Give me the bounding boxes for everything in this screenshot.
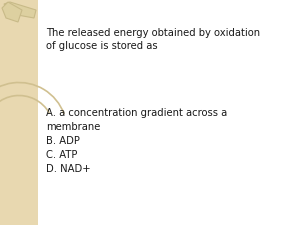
- Bar: [0, 0, 38, 225]
- Text: The released energy obtained by oxidation
of glucose is stored as: The released energy obtained by oxidatio…: [46, 28, 260, 51]
- Text: A. a concentration gradient across a
membrane
B. ADP
C. ATP
D. NAD+: A. a concentration gradient across a mem…: [46, 108, 227, 174]
- Polygon shape: [4, 2, 36, 18]
- Polygon shape: [2, 2, 22, 22]
